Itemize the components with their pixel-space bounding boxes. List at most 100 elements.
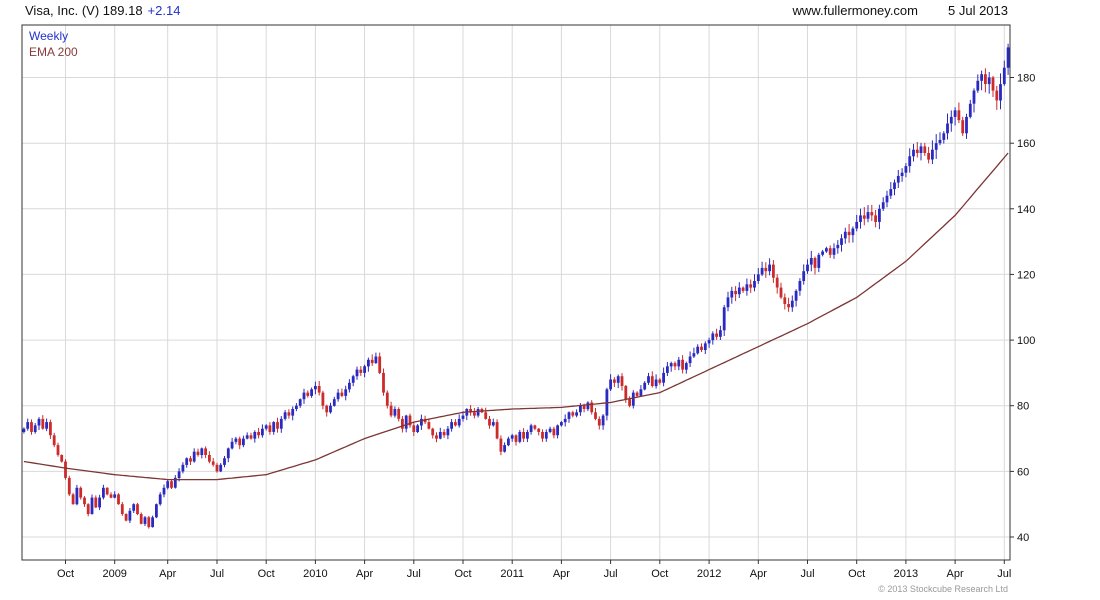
x-tick-label: Jul <box>997 568 1011 580</box>
candle <box>843 227 847 244</box>
candle <box>41 415 45 430</box>
candle <box>173 475 177 489</box>
candle <box>120 501 124 516</box>
candle <box>155 503 158 519</box>
candle <box>764 262 768 278</box>
candle <box>321 390 325 410</box>
candle <box>302 388 306 404</box>
candle <box>351 374 355 387</box>
candle <box>548 426 552 434</box>
candle <box>594 408 597 421</box>
candle <box>510 433 514 442</box>
candle <box>760 261 764 277</box>
candle <box>26 418 30 431</box>
candle <box>575 409 578 418</box>
symbol-and-price: Visa, Inc. (V) 189.18 <box>25 3 143 18</box>
chart-title: Visa, Inc. (V) 189.18 +2.14 <box>25 3 180 18</box>
candle <box>507 436 510 447</box>
candle <box>908 148 912 173</box>
candle <box>556 424 559 439</box>
candle <box>719 325 722 340</box>
candle <box>662 367 665 387</box>
candle <box>836 240 840 254</box>
candle <box>931 140 934 165</box>
candle <box>67 475 71 497</box>
candle <box>30 419 33 435</box>
candle <box>219 463 223 473</box>
candle <box>855 214 859 232</box>
candle <box>605 387 609 421</box>
candle <box>181 462 185 474</box>
candle <box>991 76 995 97</box>
candle <box>647 372 650 385</box>
x-tick-label: Jul <box>407 568 421 580</box>
y-tick-label: 60 <box>1017 466 1029 478</box>
candle <box>332 396 336 407</box>
y-tick-label: 100 <box>1017 335 1035 347</box>
candle <box>825 246 828 253</box>
candle <box>635 391 639 397</box>
candle <box>276 417 279 433</box>
candle <box>33 423 37 434</box>
candle <box>790 295 794 312</box>
candle <box>257 427 260 439</box>
candle <box>681 355 684 374</box>
candle <box>533 424 537 431</box>
candle <box>772 260 775 283</box>
candle <box>669 361 673 372</box>
candle <box>813 256 817 275</box>
candle <box>382 368 385 396</box>
candle <box>677 356 681 371</box>
candle <box>620 373 624 391</box>
x-tick-label: Jul <box>210 568 224 580</box>
candle <box>287 409 291 419</box>
candle <box>49 419 52 439</box>
candle <box>514 434 518 446</box>
candle <box>416 424 419 434</box>
candle <box>56 442 60 457</box>
candle <box>166 480 170 490</box>
candle <box>139 512 143 525</box>
x-axis: Oct 2009 Apr Jul Oct 2010 Apr Jul Oct 2011 Apr Jul O… <box>57 560 1011 580</box>
candle <box>306 390 310 398</box>
candle <box>344 385 348 401</box>
candle <box>809 250 813 272</box>
candle <box>245 432 249 440</box>
legend-weekly: Weekly <box>29 29 69 43</box>
price-change: +2.14 <box>147 3 181 18</box>
candle <box>450 419 453 432</box>
candle <box>1006 43 1010 75</box>
candle <box>972 88 976 113</box>
candle <box>927 146 930 164</box>
candle <box>885 190 889 208</box>
candle <box>560 421 563 427</box>
candle <box>192 448 196 463</box>
candle <box>136 502 139 516</box>
candle <box>310 387 313 398</box>
candle <box>71 492 75 505</box>
candle <box>673 361 677 370</box>
candle <box>170 480 173 489</box>
candle <box>590 400 594 415</box>
candle <box>291 406 295 421</box>
date-label: 5 Jul 2013 <box>948 3 1008 18</box>
candle <box>314 381 317 395</box>
candle <box>189 456 192 465</box>
candle <box>22 427 26 434</box>
x-tick-label: Apr <box>947 568 964 580</box>
candle <box>283 410 287 421</box>
candle <box>401 416 404 433</box>
candle <box>938 132 942 146</box>
grid-layer <box>22 25 1010 560</box>
candle <box>893 179 896 196</box>
candle <box>90 494 94 515</box>
candle <box>204 446 207 459</box>
x-tick-label: Jul <box>604 568 618 580</box>
candle <box>264 424 268 431</box>
candle <box>775 274 779 294</box>
candle <box>798 278 802 296</box>
candle <box>374 352 378 364</box>
candle <box>684 361 688 374</box>
